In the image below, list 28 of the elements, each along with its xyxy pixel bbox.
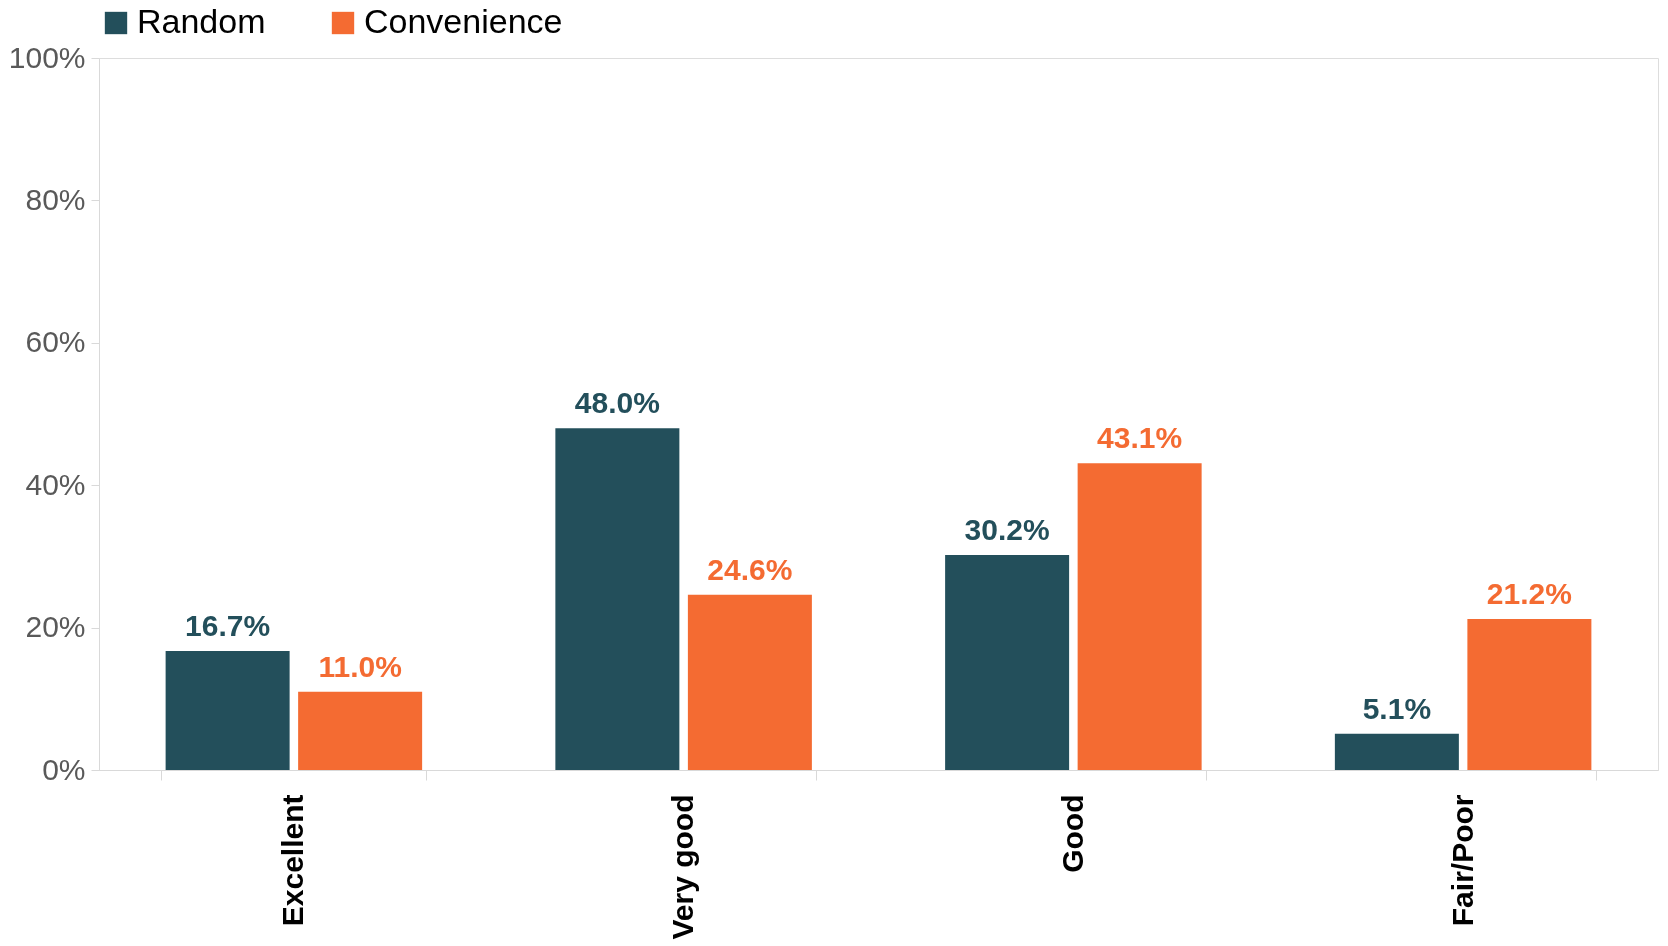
bar [298, 691, 423, 770]
bar [555, 428, 680, 770]
x-tick-label: Fair/Poor [1445, 794, 1479, 927]
bar [687, 594, 812, 770]
data-label: 21.2% [1486, 577, 1572, 611]
data-label: 48.0% [574, 386, 660, 420]
y-tick-label: 60% [25, 325, 86, 359]
y-tick-label: 100% [8, 40, 86, 74]
data-label: 24.6% [707, 552, 793, 586]
y-tick-label: 40% [25, 467, 86, 501]
x-tick-label: Excellent [276, 794, 310, 927]
bar [945, 554, 1070, 770]
y-tick-label: 80% [25, 182, 86, 216]
bar [1077, 463, 1202, 770]
bar [165, 651, 290, 770]
x-tick-label: Very good [666, 794, 700, 940]
data-label: 11.0% [318, 649, 402, 683]
data-label: 16.7% [185, 609, 271, 643]
legend-label: Random [137, 2, 266, 40]
data-label: 43.1% [1097, 421, 1183, 455]
legend-label: Convenience [364, 2, 563, 40]
bar [1467, 619, 1592, 770]
y-tick-label: 0% [42, 752, 86, 786]
data-label: 5.1% [1362, 691, 1432, 725]
data-label: 30.2% [964, 512, 1050, 546]
x-tick-label: Good [1055, 794, 1089, 873]
y-tick-label: 20% [25, 610, 86, 644]
bar [1334, 733, 1459, 770]
